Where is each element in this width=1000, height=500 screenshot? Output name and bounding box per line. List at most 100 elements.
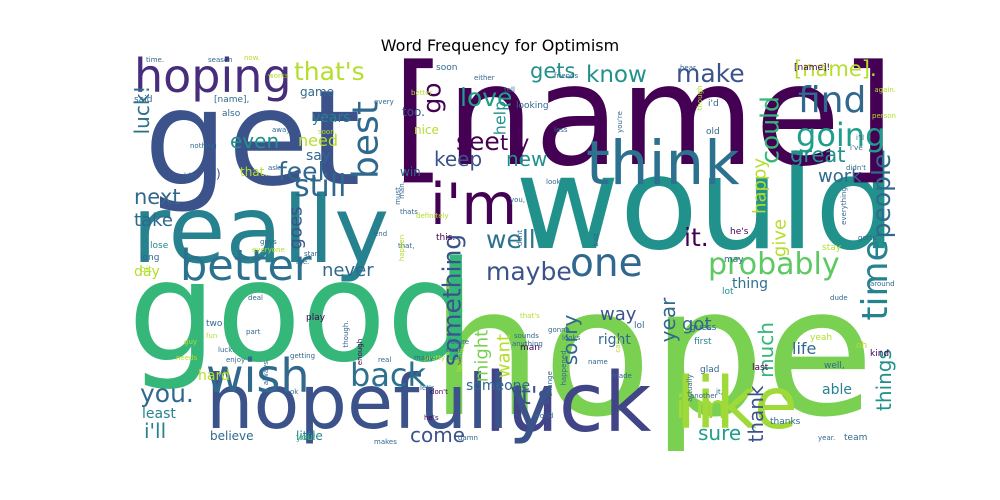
- word-177: change: [546, 371, 554, 397]
- word-186: actually: [686, 374, 694, 402]
- word-75: least: [142, 406, 176, 422]
- word-4: good: [128, 231, 475, 393]
- word-91: man: [520, 343, 540, 353]
- word-3: get: [144, 62, 361, 216]
- word-58: goes: [286, 207, 307, 250]
- word-109: this.: [436, 233, 455, 243]
- word-54: thank: [744, 385, 768, 442]
- word-173: you,: [510, 196, 525, 204]
- word-141: time.: [146, 56, 164, 64]
- word-118: anything: [512, 340, 543, 348]
- word-116: gonna: [548, 326, 570, 334]
- word-94: lose: [150, 241, 169, 251]
- word-156: person: [872, 112, 896, 120]
- word-18: going: [796, 116, 885, 154]
- word-48: sure: [698, 421, 741, 445]
- word-24: that's: [294, 57, 365, 86]
- word-152: you're: [616, 111, 624, 133]
- word-45: luck!: [130, 86, 154, 135]
- word-161: always.: [262, 359, 270, 385]
- word-105: stay: [822, 243, 842, 253]
- word-25: something: [438, 234, 467, 366]
- word-74: able: [822, 382, 852, 398]
- word-143: now.: [244, 54, 260, 62]
- word-47: come: [410, 423, 465, 447]
- word-70: years: [312, 110, 351, 126]
- word-131: luck.: [218, 346, 235, 354]
- word-87: old: [706, 127, 720, 137]
- word-160: around: [870, 280, 895, 288]
- word-151: less: [554, 126, 568, 134]
- word-1: would: [515, 130, 896, 279]
- word-183: name: [588, 358, 608, 366]
- word-123: don't: [430, 388, 448, 396]
- word-104: may: [724, 255, 744, 265]
- word-140: ask: [268, 164, 281, 172]
- word-39: great: [790, 143, 846, 167]
- word-13: better: [180, 241, 312, 291]
- word-162: though.: [342, 320, 350, 347]
- word-182: ok: [290, 388, 299, 396]
- word-17: find: [798, 80, 866, 121]
- word-81: game: [300, 85, 334, 99]
- word-168: that,: [398, 242, 414, 250]
- word-163: enough: [356, 339, 364, 365]
- word-190: damn: [458, 434, 478, 442]
- word-89: glad: [700, 365, 719, 375]
- word-119: let's: [420, 384, 435, 392]
- word-108: guess: [690, 323, 717, 333]
- word-9: think: [586, 128, 740, 199]
- word-184: made: [612, 372, 632, 380]
- word-189: year.: [818, 434, 835, 442]
- word-132: fun: [206, 332, 217, 340]
- word-158: gotta: [858, 234, 877, 242]
- word-195: better: [411, 89, 433, 97]
- word-15: best: [346, 101, 387, 179]
- word-63: might: [472, 330, 493, 382]
- word-136: me.: [296, 258, 309, 266]
- word-101: oh: [856, 341, 867, 351]
- word-99: team: [844, 433, 867, 443]
- word-68: thing: [732, 276, 768, 292]
- word-35: feel: [278, 157, 325, 186]
- word-29: love: [460, 83, 512, 112]
- word-148: either: [474, 74, 495, 82]
- word-180: future: [448, 338, 469, 346]
- word-38: [name].: [794, 57, 877, 81]
- word-26: well: [486, 225, 536, 254]
- word-175: dont: [516, 230, 524, 246]
- word-179: looks: [562, 334, 581, 342]
- word-55: happy: [750, 158, 771, 214]
- word-145: every: [374, 98, 394, 106]
- word-59: work: [818, 166, 862, 187]
- word-92: play: [306, 313, 326, 323]
- word-172: happen: [398, 235, 406, 261]
- word-174: look: [546, 178, 562, 186]
- word-133: part: [246, 328, 261, 336]
- word-36: go: [418, 82, 447, 113]
- word-80: nice: [414, 123, 439, 137]
- word-166: guys: [260, 238, 277, 246]
- word-22: i’m: [676, 388, 726, 426]
- word-135: start: [304, 250, 321, 258]
- word-33: maybe: [486, 257, 572, 286]
- word-171: definitely: [416, 212, 449, 220]
- word-157: didn't: [846, 164, 866, 172]
- word-193: man.: [398, 181, 406, 199]
- word-12: wish: [206, 349, 310, 403]
- word-128: real: [378, 356, 391, 364]
- word-42: next: [134, 185, 181, 209]
- word-49: things: [872, 349, 896, 411]
- word-40: try: [500, 131, 529, 155]
- word-144: works: [268, 72, 289, 80]
- word-185: world: [534, 412, 553, 420]
- word-192: hear: [680, 64, 696, 72]
- word-154: though: [696, 86, 704, 111]
- word-100: kind: [870, 349, 889, 359]
- word-112: also: [222, 109, 241, 119]
- word-67: life: [792, 339, 816, 358]
- word-127: many: [414, 354, 434, 362]
- word-110: said: [134, 95, 152, 105]
- word-138: nothing: [190, 142, 217, 150]
